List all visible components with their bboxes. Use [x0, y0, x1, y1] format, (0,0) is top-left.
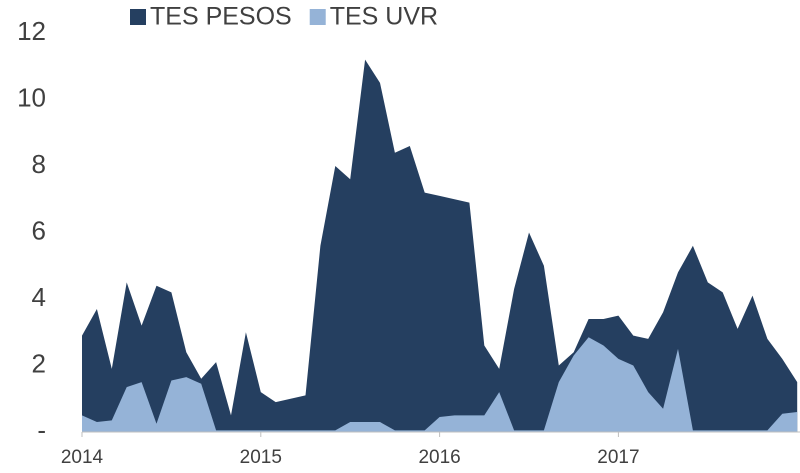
legend-swatch [130, 9, 146, 25]
legend-label: TES PESOS [150, 3, 292, 31]
x-tick-label: 2017 [597, 447, 639, 468]
x-tick-label: 2015 [240, 447, 282, 468]
area [82, 337, 798, 432]
y-tick-label: 6 [32, 215, 46, 245]
y-tick-label: 10 [17, 82, 46, 112]
y-tick-label: - [37, 415, 46, 445]
x-tick-label: 2016 [418, 447, 460, 468]
y-tick-label: 2 [32, 348, 46, 378]
legend-swatch [309, 9, 326, 25]
y-tick-label: 8 [32, 149, 46, 179]
legend-label: TES UVR [330, 3, 438, 31]
x-tick-label: 2014 [61, 447, 104, 468]
y-tick-label: 12 [17, 16, 46, 46]
area [82, 59, 798, 432]
y-tick-label: 4 [32, 282, 46, 312]
